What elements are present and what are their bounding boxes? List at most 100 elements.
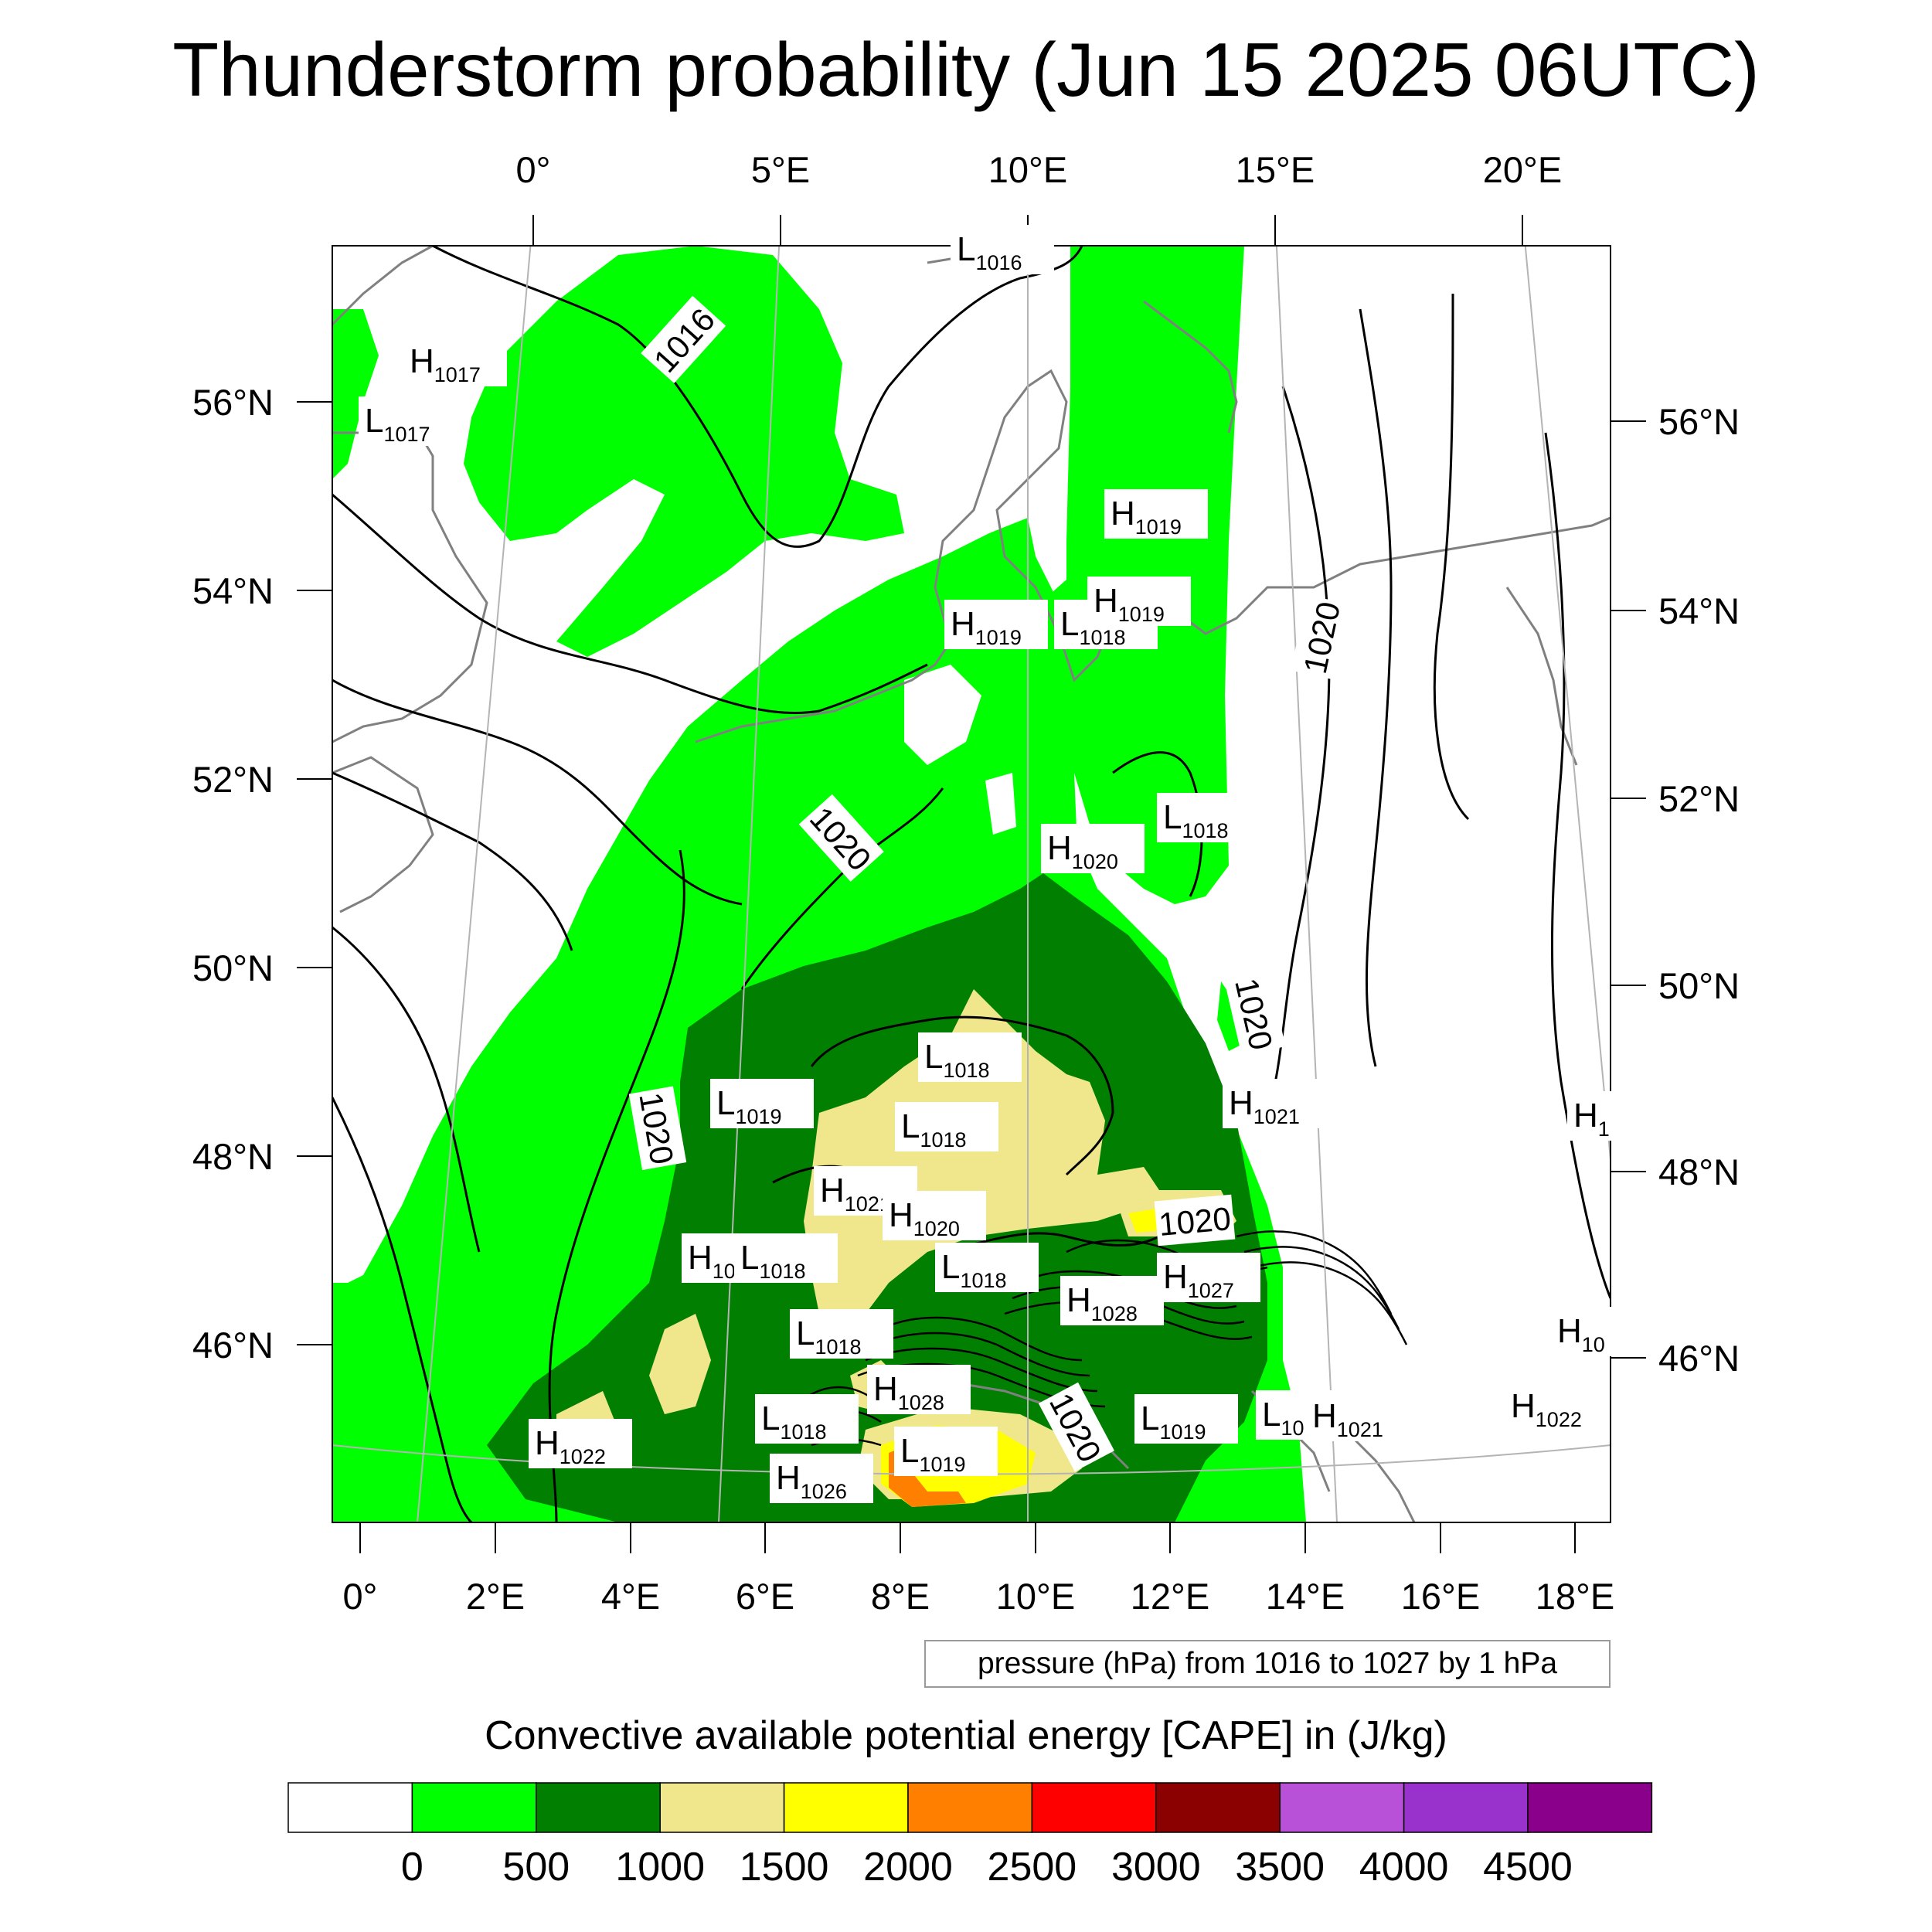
svg-text:H1020: H1020 <box>889 1196 960 1240</box>
right-lat-label: 54°N <box>1658 590 1740 631</box>
pressure-center-high: H1017 <box>403 337 507 386</box>
pressure-center-high: H1020 <box>883 1191 986 1240</box>
colorbar-labels: 0 500 1000 1500 2000 2500 3000 3500 4000 4500 <box>0 1842 1932 1896</box>
svg-text:L1016: L1016 <box>957 230 1022 274</box>
bottom-lon-label: 2°E <box>466 1576 525 1617</box>
isobar-1018e <box>1112 751 1203 897</box>
top-lon-label: 0° <box>516 149 551 190</box>
bottom-lon-label: 10°E <box>996 1576 1075 1617</box>
colorbar-label: 0 <box>400 1845 423 1889</box>
top-lon-label: 15°E <box>1236 149 1315 190</box>
pressure-center-high: H1022 <box>1505 1382 1608 1431</box>
svg-text:L10: L10 <box>1262 1396 1304 1440</box>
colorbar-label: 3000 <box>1111 1845 1201 1889</box>
svg-text:H1021: H1021 <box>1312 1397 1383 1441</box>
colorbar-swatch <box>1403 1782 1529 1833</box>
bottom-lon-label: 8°E <box>871 1576 930 1617</box>
svg-text:H1019: H1019 <box>1094 582 1165 626</box>
pressure-center-low: L1018 <box>895 1102 998 1151</box>
pressure-center-low: L1019 <box>710 1079 814 1128</box>
colorbar-swatch <box>783 1782 909 1833</box>
cape-fill-0-500 <box>1066 246 1244 904</box>
svg-text:H1027: H1027 <box>1163 1258 1234 1302</box>
pressure-center-low: L1019 <box>894 1427 998 1476</box>
svg-text:L1018: L1018 <box>796 1315 862 1359</box>
svg-text:H1028: H1028 <box>873 1370 944 1414</box>
colorbar-label: 4000 <box>1359 1845 1449 1889</box>
axis-labels: 0° 5°E 10°E 15°E 20°E 0° 2°E 4°E 6°E 8°E 10°E 12°E 1… <box>192 149 1740 1617</box>
svg-text:L1019: L1019 <box>716 1084 782 1128</box>
colorbar-label: 500 <box>502 1845 570 1889</box>
colorbar-label: 3500 <box>1235 1845 1325 1889</box>
cape-fill-1000-1500 <box>649 1314 711 1414</box>
svg-text:H1019: H1019 <box>1111 495 1182 539</box>
colorbar-label: 2000 <box>863 1845 953 1889</box>
cape-fill-0-500 <box>464 246 904 657</box>
svg-text:L1018: L1018 <box>1060 605 1126 649</box>
pressure-center-low: L1018 <box>918 1032 1022 1082</box>
isobar-label: 1020 <box>1291 594 1351 680</box>
isobar-label: 1020 <box>1154 1194 1236 1247</box>
pressure-center-high: H1019 <box>1087 577 1191 626</box>
bottom-lon-label: 6°E <box>736 1576 794 1617</box>
pressure-center-high: H1020 <box>1041 824 1145 873</box>
colorbar-swatch <box>1155 1782 1281 1833</box>
colorbar-swatch <box>536 1782 661 1833</box>
isobar-1021b <box>1433 293 1470 821</box>
left-lat-label: 56°N <box>192 382 274 423</box>
isobar-label: 1020 <box>628 1086 687 1171</box>
colorbar <box>287 1782 1653 1833</box>
isobar-1022 <box>1544 432 1611 1299</box>
bottom-lon-label: 18°E <box>1536 1576 1614 1617</box>
cape-fill-none <box>904 665 981 765</box>
isobar-1018c <box>810 1015 1114 1176</box>
right-lat-label: 46°N <box>1658 1338 1740 1379</box>
isobar-1020s <box>973 1232 1160 1247</box>
svg-text:H10: H10 <box>1557 1312 1605 1356</box>
colorbar-label: 1500 <box>739 1845 829 1889</box>
svg-text:L1019: L1019 <box>900 1432 966 1476</box>
bottom-lon-label: 14°E <box>1266 1576 1345 1617</box>
colorbar-swatch <box>1279 1782 1405 1833</box>
isobar-1018 <box>332 679 743 906</box>
pressure-center-low: L1018 <box>734 1233 838 1283</box>
bottom-lon-label: 16°E <box>1401 1576 1480 1617</box>
pressure-center-low: L1018 <box>935 1243 1039 1292</box>
svg-text:H1: H1 <box>1573 1097 1610 1141</box>
colorbar-swatch <box>411 1782 537 1833</box>
svg-text:L1018: L1018 <box>740 1239 806 1283</box>
pressure-center-high: H1021 <box>1223 1079 1326 1128</box>
pressure-center-low: L1018 <box>1157 793 1260 842</box>
colorbar-swatch <box>1031 1782 1157 1833</box>
colorbar-label: 2500 <box>987 1845 1077 1889</box>
svg-text:L1018: L1018 <box>901 1107 967 1151</box>
cape-fill-0-500 <box>332 309 379 479</box>
left-lat-label: 52°N <box>192 759 274 800</box>
svg-text:H1021: H1021 <box>1229 1084 1300 1128</box>
cape-fill-1000-1500 <box>804 989 1159 1329</box>
isobars <box>332 246 1611 1522</box>
pressure-center-high: H1 <box>1567 1091 1631 1141</box>
svg-text:H1019: H1019 <box>951 605 1022 649</box>
svg-text:H1022: H1022 <box>535 1424 606 1468</box>
cape-fill-none <box>985 773 1016 835</box>
pressure-note: pressure (hPa) from 1016 to 1027 by 1 hP… <box>924 1640 1611 1688</box>
svg-text:L1018: L1018 <box>761 1400 827 1444</box>
axis-ticks <box>297 215 1646 1553</box>
bottom-lon-label: 12°E <box>1131 1576 1209 1617</box>
pressure-center-high: H1028 <box>1060 1276 1164 1325</box>
pressure-center-low: L1017 <box>359 396 462 446</box>
isobar-1022w <box>332 1097 473 1522</box>
left-lat-label: 48°N <box>192 1136 274 1177</box>
pressure-center-low: L1018 <box>790 1309 893 1359</box>
svg-text:L1018: L1018 <box>941 1248 1007 1292</box>
left-lat-label: 50°N <box>192 947 274 988</box>
svg-text:H1017: H1017 <box>410 342 481 386</box>
colorbar-swatch <box>287 1782 413 1833</box>
right-lat-label: 52°N <box>1658 778 1740 819</box>
left-lat-label: 46°N <box>192 1325 274 1366</box>
svg-text:L1019: L1019 <box>1141 1400 1206 1444</box>
legend-title: Convective available potential energy [C… <box>485 1713 1447 1758</box>
